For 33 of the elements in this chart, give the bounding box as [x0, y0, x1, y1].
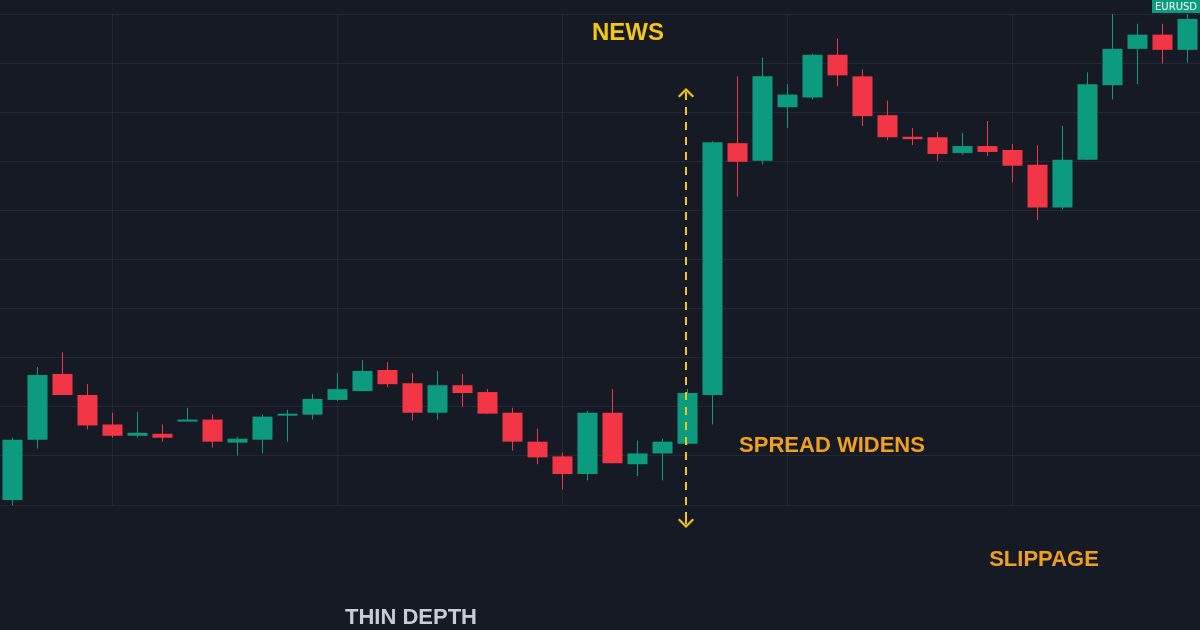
candlestick [877, 99, 898, 141]
candlestick [127, 411, 148, 439]
annotation: NEWS [592, 18, 664, 46]
candlestick [527, 427, 548, 465]
candlestick [477, 388, 498, 415]
candlestick [952, 132, 973, 156]
candlestick [52, 351, 73, 396]
candlestick [327, 372, 348, 402]
candlestick [727, 75, 748, 198]
annotation: SPREAD WIDENS [739, 432, 925, 458]
candlestick [352, 359, 373, 392]
candlestick [1152, 23, 1173, 65]
candlestick [302, 393, 323, 421]
candlestick [977, 120, 998, 157]
candlestick [102, 412, 123, 439]
candlestick [777, 83, 798, 129]
candlestick [202, 414, 223, 449]
candlestick [927, 131, 948, 162]
candlestick [227, 436, 248, 456]
candlestick [252, 414, 273, 454]
candlestick [1002, 143, 1023, 183]
candlestick [177, 407, 198, 422]
candlestick [377, 361, 398, 388]
candlestick [627, 440, 648, 477]
text: SLIPPAGE [989, 546, 1099, 572]
text: EURUSD [1152, 0, 1200, 13]
candlestick [552, 451, 573, 490]
candlestick [277, 409, 298, 443]
candlestick [652, 438, 673, 481]
candlestick [827, 38, 848, 87]
text: THIN DEPTH [345, 604, 477, 630]
candlestick [452, 373, 473, 408]
candlestick [1127, 23, 1148, 85]
